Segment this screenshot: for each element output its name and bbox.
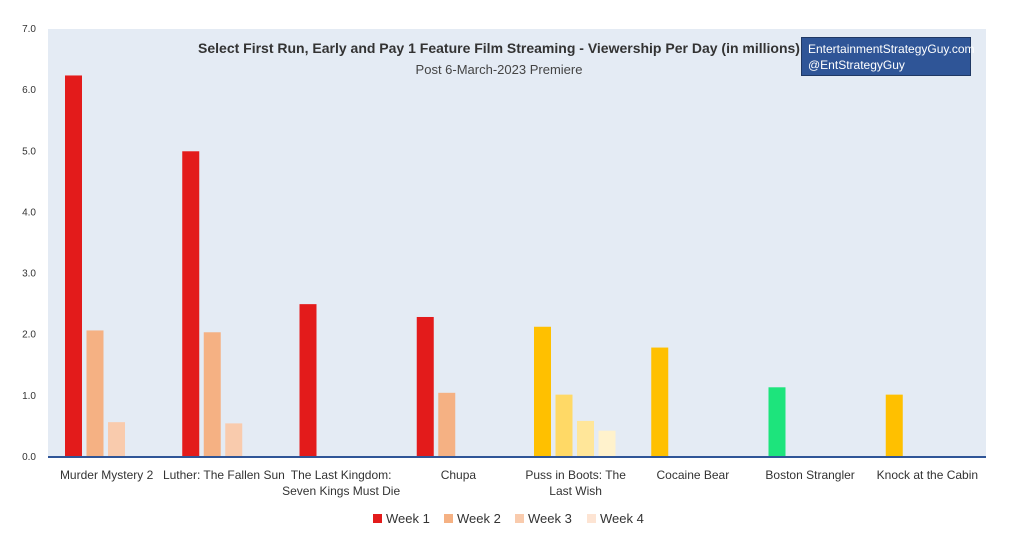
legend-label: Week 4	[600, 511, 644, 526]
category-label: Knock at the Cabin	[877, 468, 978, 482]
bar	[65, 75, 82, 458]
twitter-handle: @EntStrategyGuy	[808, 58, 905, 72]
legend-swatch	[444, 514, 453, 523]
bar	[182, 151, 200, 458]
y-tick-label: 7.0	[22, 24, 36, 35]
category-label: The Last Kingdom:	[291, 468, 392, 482]
legend: Week 1 Week 2 Week 3 Week 4	[373, 511, 644, 526]
y-tick-label: 6.0	[22, 85, 36, 96]
category-label: Chupa	[441, 468, 477, 482]
attribution-badge: EntertainmentStrategyGuy.com @EntStrateg…	[801, 37, 975, 76]
bar	[555, 394, 573, 457]
bar	[299, 304, 317, 457]
bar	[416, 316, 434, 457]
category-label: Murder Mystery 2	[60, 468, 154, 482]
bar	[534, 326, 551, 457]
legend-label: Week 1	[386, 511, 430, 526]
legend-swatch	[587, 514, 596, 523]
legend-label: Week 2	[457, 511, 501, 526]
bar	[598, 430, 616, 457]
category-label: Boston Strangler	[765, 468, 854, 482]
y-tick-label: 0.0	[22, 452, 36, 463]
bar	[108, 422, 125, 457]
y-tick-label: 1.0	[22, 391, 36, 402]
bar	[577, 420, 594, 457]
category-label: Cocaine Bear	[657, 468, 730, 482]
bar	[651, 347, 669, 457]
category-label: Luther: The Fallen Sun	[163, 468, 285, 482]
y-tick-label: 5.0	[22, 146, 36, 157]
category-label: Seven Kings Must Die	[282, 484, 400, 498]
bar	[225, 423, 243, 457]
category-label: Puss in Boots: The	[525, 468, 626, 482]
legend-label: Week 3	[528, 511, 572, 526]
legend-swatch	[373, 514, 382, 523]
bar	[86, 330, 104, 457]
bar	[768, 387, 786, 457]
website-label: EntertainmentStrategyGuy.com	[808, 42, 975, 56]
chart-subtitle: Post 6-March-2023 Premiere	[416, 62, 583, 77]
y-tick-label: 3.0	[22, 269, 36, 280]
chart-title: Select First Run, Early and Pay 1 Featur…	[198, 40, 800, 56]
y-tick-label: 4.0	[22, 207, 36, 218]
bar	[203, 332, 221, 457]
y-tick-label: 2.0	[22, 330, 36, 341]
category-label: Last Wish	[549, 484, 602, 498]
bar	[885, 394, 903, 457]
legend-swatch	[515, 514, 524, 523]
bar	[438, 392, 456, 457]
